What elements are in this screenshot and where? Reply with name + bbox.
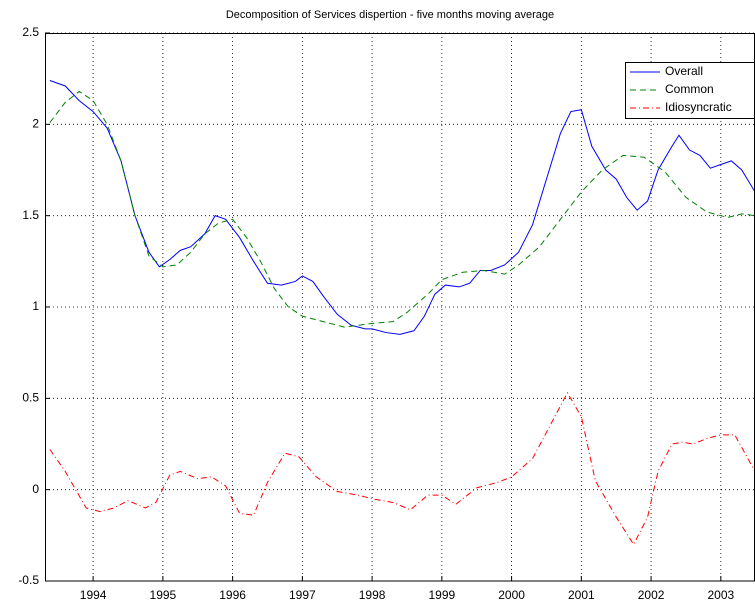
x-tick-label: 1996 [219, 588, 246, 602]
y-tick-label: 0.5 [22, 391, 39, 405]
x-tick-label: 1994 [80, 588, 107, 602]
x-tick-label: 1995 [150, 588, 177, 602]
legend-label: Idiosyncratic [665, 100, 732, 114]
legend: Overall Common Idiosyncratic [625, 62, 755, 119]
y-tick-label: -0.5 [18, 573, 39, 587]
x-tick-label: 2003 [707, 588, 734, 602]
y-tick-label: 1.5 [22, 208, 39, 222]
x-tick-label: 1998 [359, 588, 386, 602]
plot-lines [49, 80, 755, 546]
legend-box [625, 62, 755, 119]
x-tick-label: 2002 [638, 588, 665, 602]
legend-label: Overall [665, 64, 703, 78]
y-tick-label: 2 [32, 117, 39, 131]
x-tick-label: 2000 [498, 588, 525, 602]
data-line [49, 80, 755, 335]
y-tick-label: 0 [32, 482, 39, 496]
data-line [49, 391, 755, 546]
legend-label: Common [665, 82, 714, 96]
x-tick-label: 1999 [428, 588, 455, 602]
chart-title: Decomposition of Services dispertion - f… [226, 9, 554, 21]
x-tick-label: 2001 [568, 588, 595, 602]
y-tick-label: 1 [32, 299, 39, 313]
x-tick-label: 1997 [289, 588, 316, 602]
y-tick-label: 2.5 [22, 25, 39, 39]
